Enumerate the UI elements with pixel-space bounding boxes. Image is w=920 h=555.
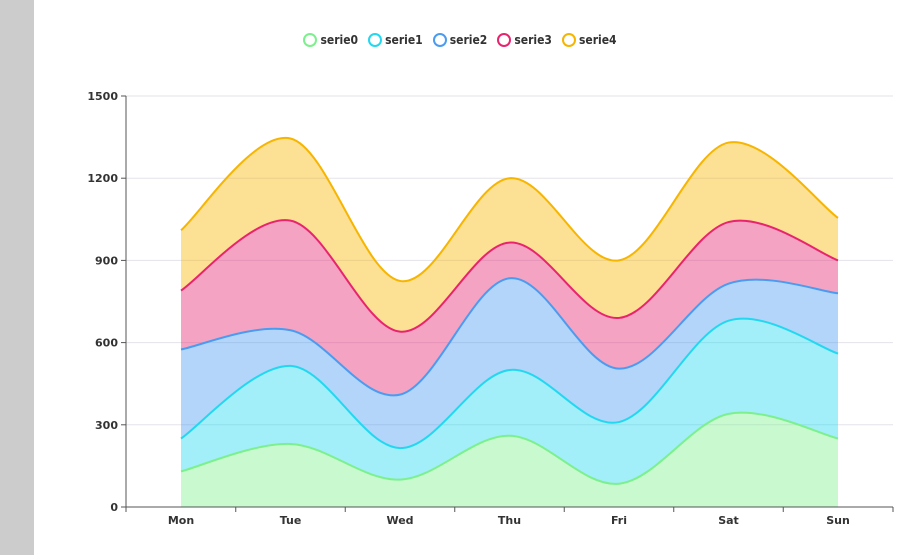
area-serie1[interactable] [181, 318, 838, 484]
area-serie4[interactable] [181, 137, 838, 332]
legend-item-serie0[interactable]: serie0 [303, 33, 358, 47]
y-tick-label: 1500 [87, 90, 118, 103]
x-tick-label: Sat [718, 514, 739, 527]
grid-lines [126, 95, 893, 426]
area-serie0[interactable] [181, 412, 838, 507]
x-tick-label: Tue [280, 514, 302, 527]
legend-marker-icon [368, 33, 383, 47]
axes: 0 300 600 900 1200 1500 Mon Tue Wed Thu Fri Sat Sun [87, 90, 894, 527]
area-serie3[interactable] [181, 220, 838, 396]
legend-label: serie2 [449, 33, 488, 47]
x-tick-label: Fri [611, 514, 627, 527]
line-serie2 [180, 277, 839, 397]
legend-label: serie4 [578, 33, 617, 47]
left-side-panel [0, 0, 34, 555]
legend-item-serie1[interactable]: serie1 [368, 33, 423, 47]
line-serie0 [180, 411, 839, 485]
legend-marker-icon [497, 33, 512, 47]
line-serie3 [180, 219, 839, 333]
y-tick-label: 300 [95, 419, 118, 432]
x-tick-label: Wed [386, 514, 413, 527]
legend-marker-icon [432, 33, 447, 47]
y-tick-label: 600 [95, 337, 118, 350]
series-lines [180, 137, 839, 485]
line-serie4 [180, 137, 839, 282]
y-tick-label: 1200 [87, 172, 118, 185]
y-tick-label: 900 [95, 254, 118, 267]
x-tick-label: Sun [826, 514, 850, 527]
chart-legend: serie0 serie1 serie2 serie3 serie4 [0, 33, 920, 47]
line-serie1 [180, 317, 839, 450]
legend-item-serie4[interactable]: serie4 [561, 33, 617, 47]
legend-item-serie2[interactable]: serie2 [432, 33, 488, 47]
legend-marker-icon [303, 33, 318, 47]
legend-label: serie3 [514, 33, 552, 47]
area-serie2[interactable] [181, 278, 838, 449]
series-areas [181, 137, 838, 507]
legend-label: serie1 [385, 33, 423, 47]
legend-label: serie0 [320, 33, 359, 47]
x-tick-label: Thu [498, 514, 521, 527]
legend-marker-icon [561, 33, 576, 47]
x-tick-label: Mon [168, 514, 194, 527]
legend-item-serie3[interactable]: serie3 [497, 33, 552, 47]
y-tick-label: 0 [110, 501, 118, 514]
